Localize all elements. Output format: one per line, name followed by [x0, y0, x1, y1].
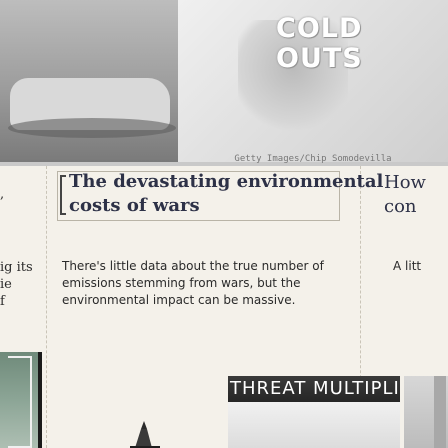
headline-focus-box [57, 171, 340, 221]
right-article-headline[interactable]: How con [384, 172, 426, 217]
photo-credit: Getty Images/Chip Somodevilla [234, 154, 392, 164]
left-article-headline[interactable]: , [0, 187, 5, 202]
left-article-thumbnail[interactable] [0, 352, 42, 448]
oil-derrick-icon [130, 421, 160, 448]
article-headline-link[interactable]: The devastating environmental costs of w… [69, 171, 384, 216]
banner-text: THREAT MULTIPLIER [230, 378, 400, 399]
protest-sign: COLD OUTS [276, 14, 448, 74]
hero-photo[interactable] [178, 0, 448, 162]
right-article-thumbnail[interactable] [404, 376, 448, 448]
article-summary: There's little data about the true numbe… [62, 259, 324, 307]
right-article-summary: A litt [393, 259, 422, 273]
column-divider [360, 166, 361, 448]
article-thumbnail[interactable]: THREAT MULTIPLIER [228, 376, 400, 448]
threat-multiplier-banner [228, 376, 400, 402]
bracket-marker [60, 175, 66, 215]
protest-sign-line: COLD OUTS [276, 13, 363, 74]
photo-left-panel [0, 0, 178, 162]
column-divider [46, 166, 47, 448]
left-article-summary: ig its ie f [0, 260, 33, 309]
